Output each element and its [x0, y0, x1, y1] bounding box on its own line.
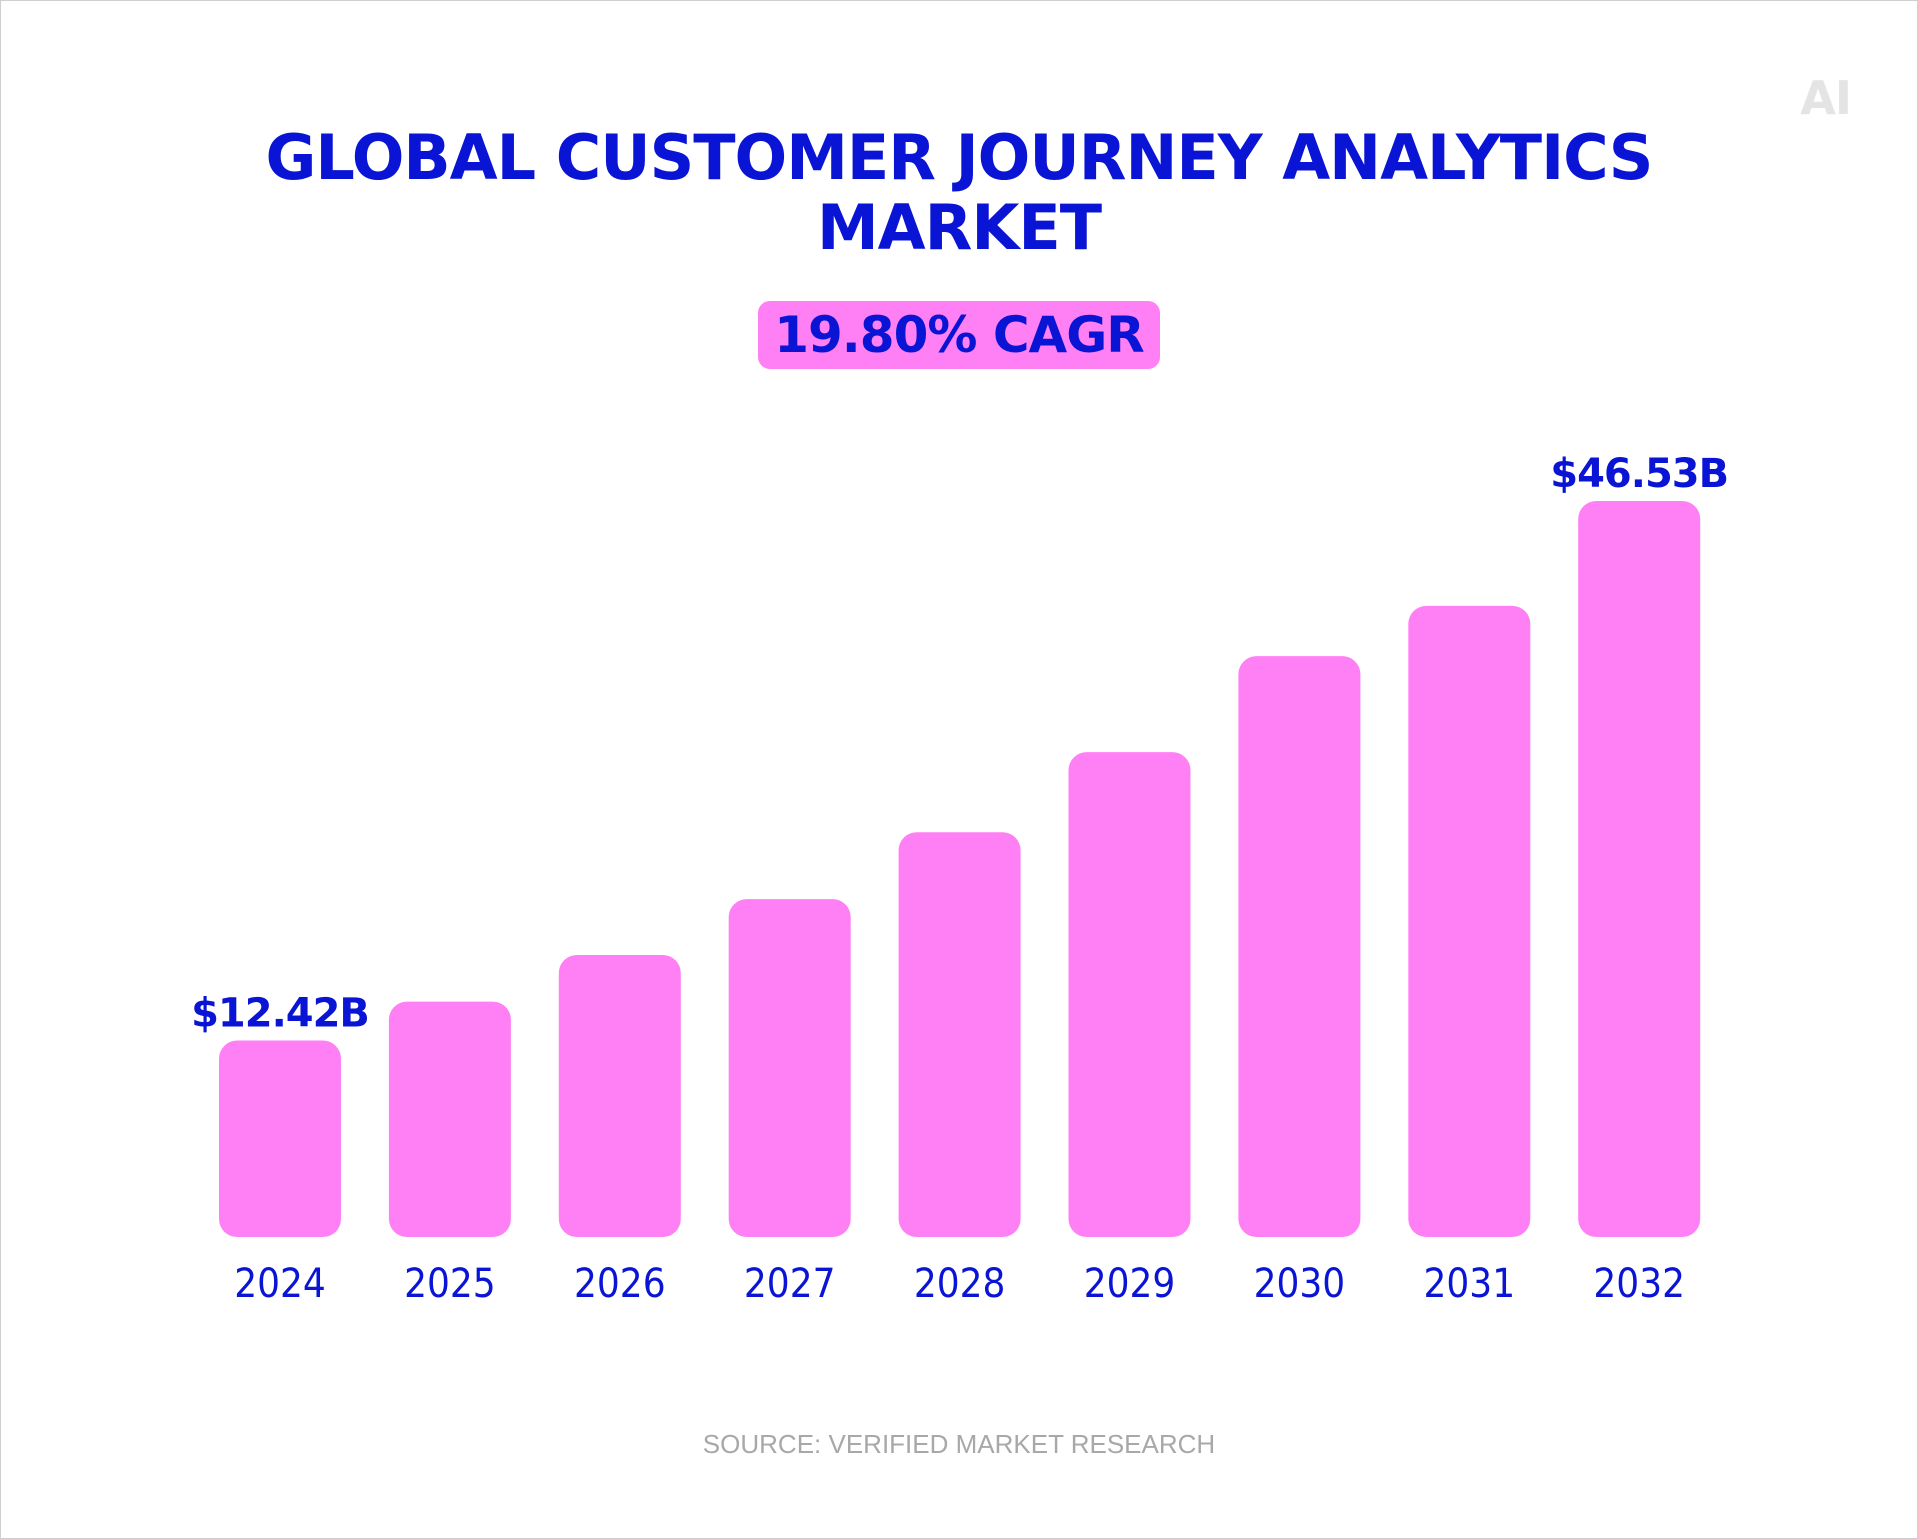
x-tick-label-2029: 2029	[1084, 1261, 1176, 1307]
chart-title: GLOBAL CUSTOMER JOURNEY ANALYTICS MARKET	[1, 123, 1917, 263]
x-tick-label-2024: 2024	[234, 1261, 326, 1307]
bar-2029	[1068, 752, 1191, 1237]
cagr-badge-wrapper: 19.80% CAGR	[1, 301, 1917, 369]
x-tick-label-2026: 2026	[574, 1261, 666, 1307]
bar-2031	[1408, 605, 1531, 1237]
cagr-badge: 19.80% CAGR	[758, 301, 1160, 369]
x-tick-label-2027: 2027	[744, 1261, 836, 1307]
chart-title-line-2: MARKET	[816, 191, 1102, 264]
brand-logo: AI	[1800, 71, 1852, 125]
x-tick-label-2032: 2032	[1593, 1261, 1685, 1307]
x-tick-label-2030: 2030	[1254, 1261, 1346, 1307]
bar-chart: 2024 $12.42B 2025 2026 2027 2028 2029 2030 2031 2…	[191, 451, 1729, 1307]
data-label-2032: $46.53B	[1550, 451, 1728, 497]
bar-2026	[558, 954, 681, 1237]
x-tick-label-2031: 2031	[1424, 1261, 1516, 1307]
source-note: SOURCE: VERIFIED MARKET RESEARCH	[702, 1429, 1216, 1459]
bar-2027	[728, 899, 851, 1237]
x-tick-label-2025: 2025	[404, 1261, 496, 1307]
bar-2030	[1238, 656, 1361, 1237]
x-tick-label-2028: 2028	[914, 1261, 1006, 1307]
bar-2032	[1578, 501, 1701, 1237]
bar-2025	[388, 1001, 511, 1237]
bar-2024	[219, 1040, 341, 1237]
chart-title-line-1: GLOBAL CUSTOMER JOURNEY ANALYTICS	[265, 121, 1654, 194]
data-label-2024: $12.42B	[191, 991, 369, 1037]
bar-2028	[898, 832, 1021, 1237]
